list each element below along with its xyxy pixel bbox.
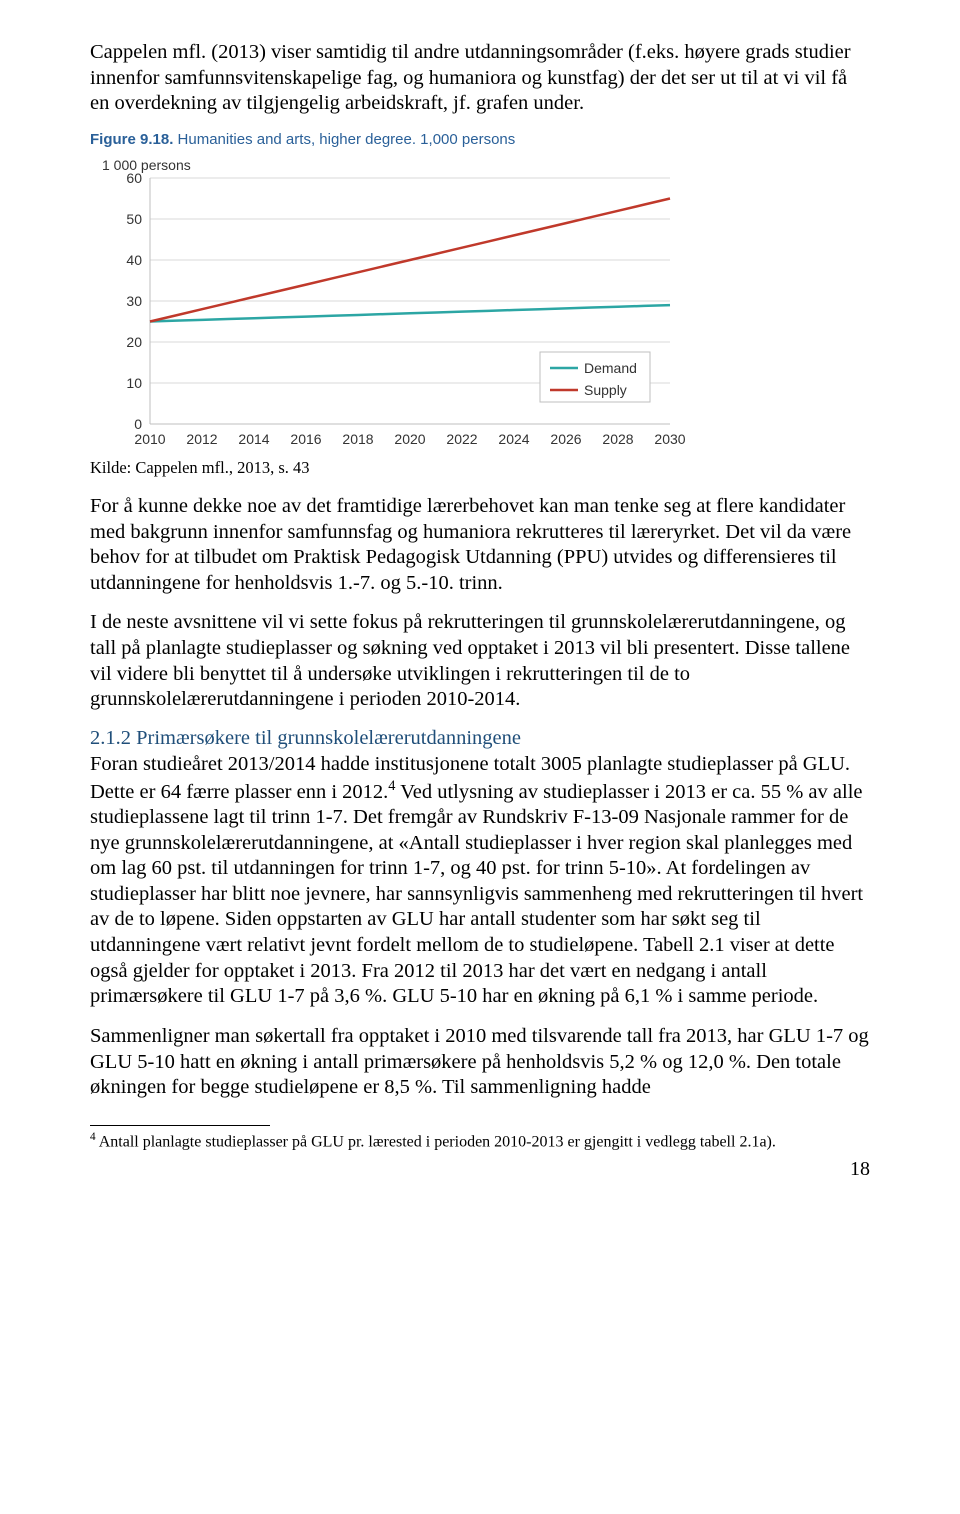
svg-text:2028: 2028 (602, 431, 633, 447)
paragraph-2: For å kunne dekke noe av det framtidige … (90, 494, 870, 597)
svg-text:2022: 2022 (446, 431, 477, 447)
svg-text:Demand: Demand (584, 360, 637, 376)
intro-paragraph: Cappelen mfl. (2013) viser samtidig til … (90, 40, 870, 117)
svg-text:40: 40 (126, 252, 142, 268)
svg-text:50: 50 (126, 211, 142, 227)
p4-part-b: Ved utlysning av studieplasser i 2013 er… (90, 780, 863, 1007)
svg-text:2024: 2024 (498, 431, 529, 447)
page-number: 18 (90, 1158, 870, 1181)
svg-text:2016: 2016 (290, 431, 321, 447)
chart-container: Figure 9.18. Humanities and arts, higher… (90, 131, 870, 454)
svg-text:0: 0 (134, 416, 142, 432)
footnote-separator (90, 1125, 270, 1126)
chart-source-caption: Kilde: Cappelen mfl., 2013, s. 43 (90, 458, 870, 478)
paragraph-3: I de neste avsnittene vil vi sette fokus… (90, 610, 870, 713)
svg-text:2014: 2014 (238, 431, 269, 447)
svg-text:2010: 2010 (134, 431, 165, 447)
svg-text:2018: 2018 (342, 431, 373, 447)
svg-text:10: 10 (126, 375, 142, 391)
footnote-text: Antall planlagte studieplasser på GLU pr… (96, 1133, 776, 1150)
figure-label: Figure 9.18. (90, 131, 173, 148)
paragraph-5: Sammenligner man søkertall fra opptaket … (90, 1024, 870, 1101)
svg-text:30: 30 (126, 293, 142, 309)
chart-title: Figure 9.18. Humanities and arts, higher… (90, 131, 870, 148)
footnote-4: 4 Antall planlagte studieplasser på GLU … (90, 1130, 870, 1152)
svg-text:20: 20 (126, 334, 142, 350)
svg-text:Supply: Supply (584, 382, 627, 398)
svg-text:2020: 2020 (394, 431, 425, 447)
svg-text:2030: 2030 (654, 431, 685, 447)
line-chart: 1 000 persons010203040506020102012201420… (90, 154, 690, 454)
svg-text:60: 60 (126, 170, 142, 186)
svg-text:1 000 persons: 1 000 persons (102, 157, 191, 173)
svg-text:2012: 2012 (186, 431, 217, 447)
section-heading: 2.1.2 Primærsøkere til grunnskolelærerut… (90, 727, 870, 750)
paragraph-4: Foran studieåret 2013/2014 hadde institu… (90, 752, 870, 1010)
svg-text:2026: 2026 (550, 431, 581, 447)
figure-title-text: Humanities and arts, higher degree. 1,00… (173, 131, 515, 148)
